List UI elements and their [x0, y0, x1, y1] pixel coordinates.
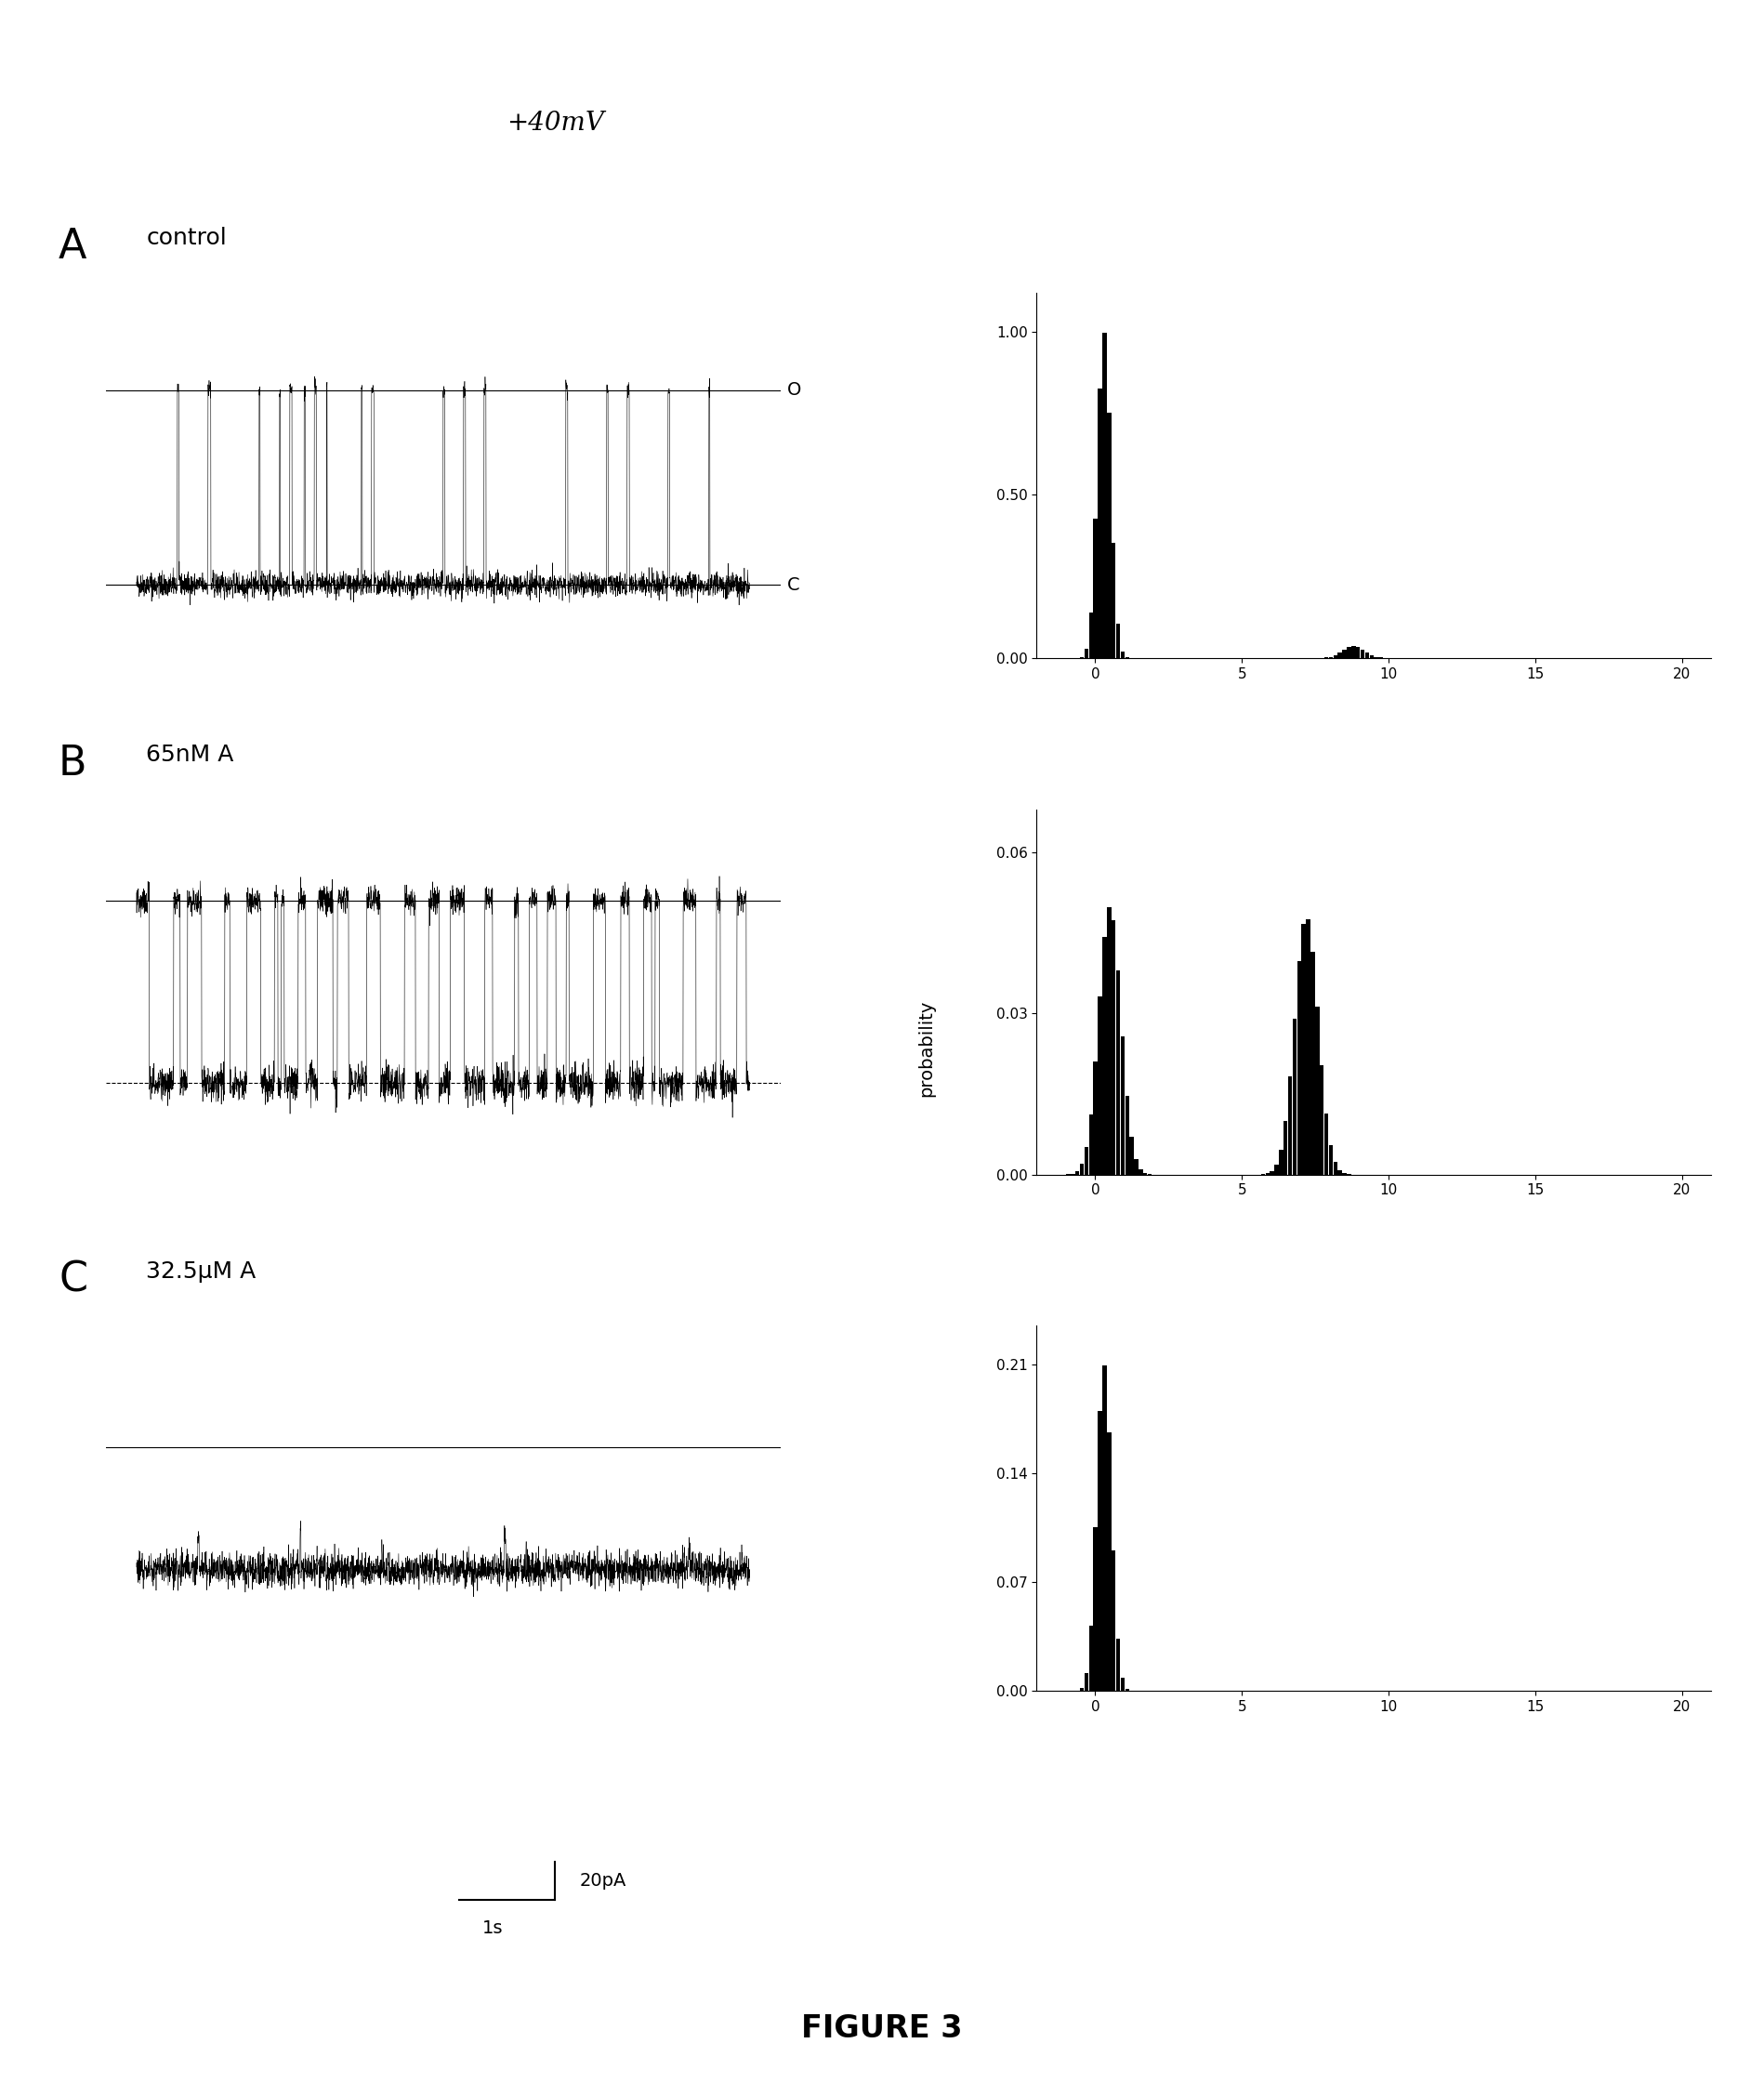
Bar	[1337, 652, 1342, 658]
Bar	[1120, 1679, 1125, 1691]
Bar	[1134, 1159, 1138, 1174]
Bar	[1102, 1364, 1106, 1691]
Bar	[1111, 920, 1115, 1174]
Bar	[1117, 625, 1120, 658]
Text: probability: probability	[917, 1000, 935, 1096]
Bar	[1302, 924, 1305, 1174]
Bar	[1342, 650, 1346, 658]
Bar	[1357, 648, 1360, 658]
Text: control: control	[146, 226, 228, 249]
Bar	[1097, 388, 1102, 658]
Bar	[1319, 1065, 1323, 1174]
Bar	[1094, 1528, 1097, 1691]
Bar	[1102, 333, 1106, 658]
Bar	[1111, 543, 1115, 658]
Bar	[1097, 1411, 1102, 1691]
Bar	[1334, 656, 1337, 658]
Bar	[1334, 1163, 1337, 1174]
Text: C: C	[58, 1260, 88, 1300]
Text: C: C	[787, 576, 799, 593]
Bar	[1125, 1096, 1129, 1174]
Bar	[1138, 1170, 1143, 1174]
Bar	[1279, 1149, 1282, 1174]
Bar	[1288, 1075, 1293, 1174]
Bar	[1120, 652, 1125, 658]
Text: 20pA: 20pA	[579, 1872, 626, 1891]
Bar	[1284, 1121, 1288, 1174]
Bar	[1085, 1147, 1088, 1174]
Bar	[1102, 937, 1106, 1174]
Bar	[1108, 908, 1111, 1174]
Bar	[1117, 1639, 1120, 1691]
Bar	[1351, 646, 1355, 658]
Bar	[1369, 656, 1374, 658]
Bar	[1085, 650, 1088, 658]
Bar	[1316, 1006, 1319, 1174]
Text: FIGURE 3: FIGURE 3	[801, 2012, 963, 2044]
Bar	[1120, 1038, 1125, 1174]
Text: 65nM A: 65nM A	[146, 744, 235, 765]
Bar	[1305, 920, 1311, 1174]
Bar	[1085, 1673, 1088, 1691]
Bar	[1117, 970, 1120, 1174]
Bar	[1129, 1136, 1134, 1174]
Bar	[1094, 518, 1097, 658]
Bar	[1108, 413, 1111, 658]
Bar	[1325, 1113, 1328, 1174]
Bar	[1080, 1163, 1083, 1174]
Text: O: O	[787, 381, 801, 398]
Bar	[1311, 952, 1314, 1174]
Bar	[1270, 1172, 1274, 1174]
Text: 32.5μM A: 32.5μM A	[146, 1260, 256, 1283]
Bar	[1274, 1165, 1279, 1174]
Bar	[1365, 652, 1369, 658]
Bar	[1337, 1170, 1342, 1174]
Bar	[1088, 1115, 1094, 1174]
Bar	[1125, 1689, 1129, 1691]
Bar	[1328, 1144, 1334, 1174]
Bar	[1088, 1624, 1094, 1691]
Bar	[1297, 962, 1302, 1174]
Text: +40mV: +40mV	[506, 111, 603, 136]
Text: A: A	[58, 226, 86, 266]
Bar	[1360, 650, 1365, 658]
Bar	[1094, 1061, 1097, 1174]
Bar	[1080, 1687, 1083, 1691]
Bar	[1088, 612, 1094, 658]
Bar	[1076, 1172, 1080, 1174]
Bar	[1097, 996, 1102, 1174]
Bar	[1293, 1019, 1297, 1174]
Bar	[1108, 1432, 1111, 1691]
Text: B: B	[58, 744, 86, 784]
Bar	[1348, 646, 1351, 658]
Bar	[1111, 1551, 1115, 1691]
Text: 1s: 1s	[482, 1920, 503, 1937]
